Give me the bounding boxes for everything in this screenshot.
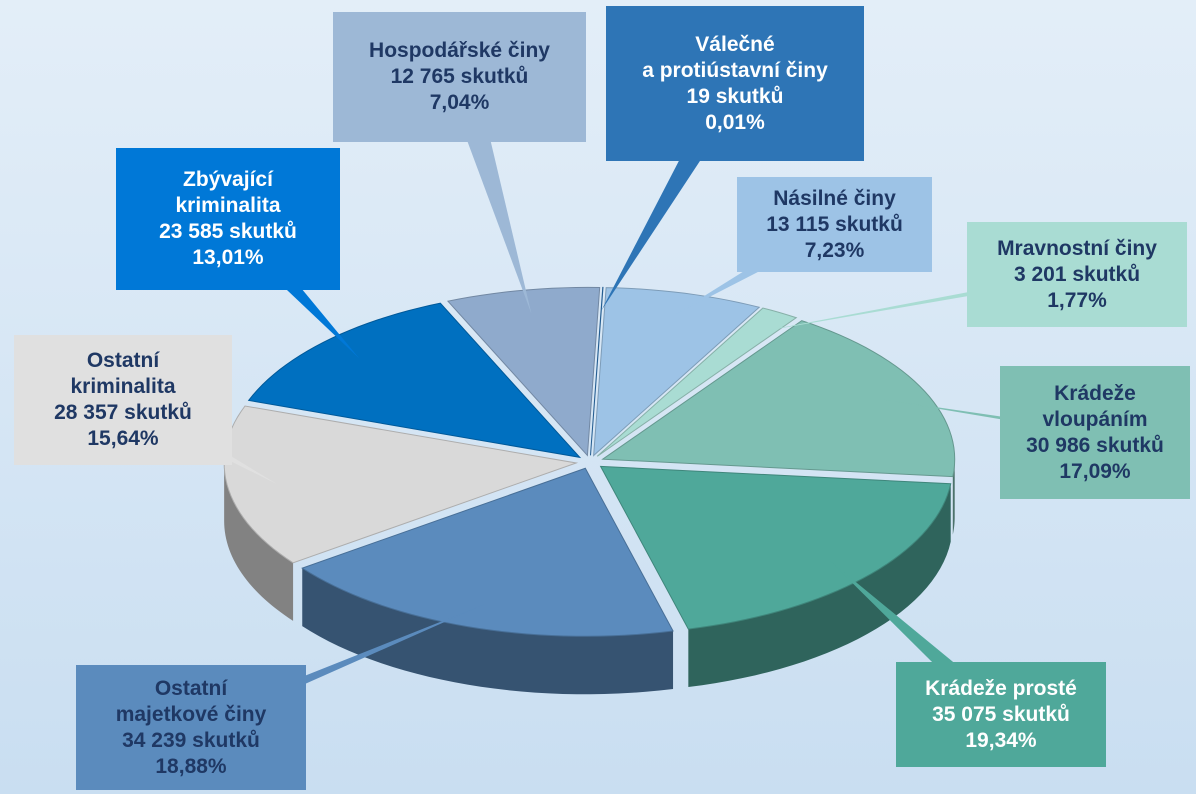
data-label: Hospodářské činy 12 765 skutků 7,04% [333,12,586,142]
label-value: 30 986 skutků [1026,433,1164,457]
leader [175,604,485,728]
label-value: 7,23% [804,238,865,262]
data-label: Válečné a protiústavní činy 19 skutků 0,01… [606,6,864,161]
label-name: Krádeže vloupáním [1042,381,1148,431]
slice [589,286,604,456]
slice [446,286,601,457]
data-label: Ostatní kriminalita 28 357 skutků 15,64% [14,335,232,465]
label-value: 13 115 skutků [766,212,903,236]
data-label: Ostatní majetkové činy 34 239 skutků 18,88… [76,665,306,790]
label-value: 15,64% [87,427,159,450]
slice [601,320,956,478]
label-name: Ostatní majetkové činy [115,676,267,726]
data-label: Mravnostní činy 3 201 skutků 1,77% [967,222,1187,327]
label-value: 13,01% [192,246,264,269]
slice-side [224,462,294,621]
slice [599,465,952,630]
slice-side [688,483,951,688]
label-value: 7,04% [429,91,490,114]
slice-side [952,459,955,535]
data-label: Zbývající kriminalita 23 585 skutků 13,01% [116,148,340,290]
slice-side [302,568,674,695]
label-value: 18,88% [155,754,227,778]
label-name: Násilné činy [773,186,896,210]
data-label: Krádeže prosté 35 075 skutků 19,34% [896,662,1106,767]
slice [593,287,761,457]
label-value: 1,77% [1047,288,1107,312]
label-value: 28 357 skutků [54,401,192,424]
data-label: Násilné činy 13 115 skutků 7,23% [737,177,932,272]
label-name: Mravnostní činy [997,236,1157,260]
label-value: 35 075 skutků [932,702,1070,726]
label-value: 19 skutků [686,84,784,108]
label-value: 34 239 skutků [122,728,260,752]
leader [212,219,360,359]
leader [672,224,851,317]
label-name: Zbývající kriminalita [175,168,281,217]
label-name: Válečné a protiústavní činy [642,32,828,82]
data-label: Krádeže vloupáním 30 986 skutků 17,09% [1000,366,1190,499]
leader [601,83,751,311]
label-value: 23 585 skutků [159,220,297,243]
label-value: 19,34% [965,728,1037,752]
label-value: 3 201 skutků [1013,262,1141,286]
leader [877,398,1111,433]
leader [754,274,1093,333]
slice [301,467,674,637]
label-value: 17,09% [1059,459,1131,483]
slice [596,307,798,457]
label-name: Hospodářské činy [369,39,550,62]
label-value: 0,01% [705,110,765,134]
label-name: Ostatní kriminalita [70,349,176,398]
label-name: Krádeže prosté [925,676,1077,700]
slice [247,302,582,459]
label-value: 12 765 skutků [390,65,529,88]
